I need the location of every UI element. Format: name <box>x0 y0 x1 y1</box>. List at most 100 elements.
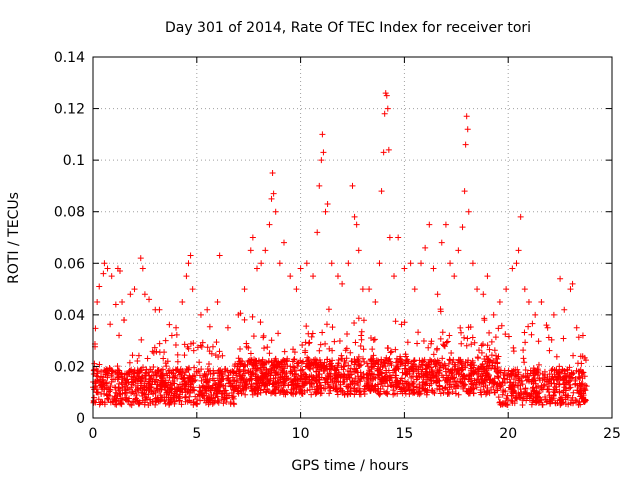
data-point <box>164 384 171 391</box>
data-point <box>357 369 364 376</box>
data-point <box>522 366 529 373</box>
data-point <box>376 260 383 267</box>
data-point <box>479 363 486 370</box>
data-point <box>343 374 350 381</box>
data-point <box>434 368 441 375</box>
data-point <box>390 382 397 389</box>
data-point <box>182 389 189 396</box>
data-point <box>342 347 349 354</box>
plot-frame <box>92 56 613 419</box>
data-point <box>494 369 501 376</box>
data-point <box>96 283 103 290</box>
data-point <box>301 371 308 378</box>
data-point <box>200 392 207 399</box>
data-point <box>506 384 513 391</box>
data-point <box>185 366 192 373</box>
data-point <box>264 344 271 351</box>
data-point <box>470 368 477 375</box>
data-point <box>190 347 197 354</box>
data-point <box>560 376 567 383</box>
data-point <box>373 388 380 395</box>
data-point <box>565 401 572 408</box>
data-point <box>464 126 471 133</box>
data-point <box>293 286 300 293</box>
data-point <box>249 234 256 241</box>
data-point <box>382 363 389 370</box>
data-point <box>168 386 175 393</box>
data-point <box>229 394 236 401</box>
data-point <box>532 311 539 318</box>
data-point <box>371 336 378 343</box>
data-point <box>382 373 389 380</box>
data-point <box>141 391 148 398</box>
data-point <box>384 383 391 390</box>
data-point <box>494 385 501 392</box>
data-point <box>328 360 335 367</box>
data-point <box>405 358 412 365</box>
data-point <box>358 373 365 380</box>
data-point <box>98 391 105 398</box>
data-point <box>140 364 147 371</box>
data-point <box>449 389 456 396</box>
data-point <box>253 384 260 391</box>
data-point <box>438 239 445 246</box>
data-point <box>179 298 186 305</box>
data-point <box>279 378 286 385</box>
data-point <box>459 366 466 373</box>
data-point <box>104 395 111 402</box>
data-point <box>440 389 447 396</box>
data-point <box>130 379 137 386</box>
data-point <box>509 398 516 405</box>
data-point <box>521 286 528 293</box>
data-point <box>464 335 471 342</box>
data-point <box>93 372 100 379</box>
data-point <box>428 338 435 345</box>
data-point <box>428 369 435 376</box>
data-point <box>302 349 309 356</box>
data-point <box>176 391 183 398</box>
data-point <box>251 388 258 395</box>
data-point <box>563 385 570 392</box>
data-point <box>204 306 211 313</box>
data-point <box>475 371 482 378</box>
data-point <box>397 356 404 363</box>
data-point <box>261 360 268 367</box>
data-point <box>173 331 180 338</box>
data-point <box>174 351 181 358</box>
data-point <box>332 385 339 392</box>
data-point <box>569 280 576 287</box>
data-point <box>159 366 166 373</box>
data-point <box>219 391 226 398</box>
data-point <box>252 359 259 366</box>
data-point <box>112 389 119 396</box>
data-point <box>406 382 413 389</box>
data-point <box>215 399 222 406</box>
data-point <box>335 360 342 367</box>
data-point <box>290 356 297 363</box>
data-point <box>374 381 381 388</box>
data-point <box>211 397 218 404</box>
data-point <box>486 346 493 353</box>
data-point <box>214 298 221 305</box>
data-point <box>297 367 304 374</box>
data-point <box>325 306 332 313</box>
data-point <box>550 395 557 402</box>
data-point <box>361 358 368 365</box>
data-point <box>554 399 561 406</box>
data-point <box>171 400 178 407</box>
data-point <box>457 358 464 365</box>
data-point <box>424 376 431 383</box>
data-point <box>274 363 281 370</box>
data-point <box>266 380 273 387</box>
data-point <box>134 357 141 364</box>
data-point <box>211 377 218 384</box>
data-point <box>268 337 275 344</box>
data-point <box>442 221 449 228</box>
data-point <box>423 387 430 394</box>
data-point <box>508 368 515 375</box>
data-point <box>357 343 364 350</box>
data-point <box>451 366 458 373</box>
data-point <box>538 385 545 392</box>
data-point <box>225 392 232 399</box>
